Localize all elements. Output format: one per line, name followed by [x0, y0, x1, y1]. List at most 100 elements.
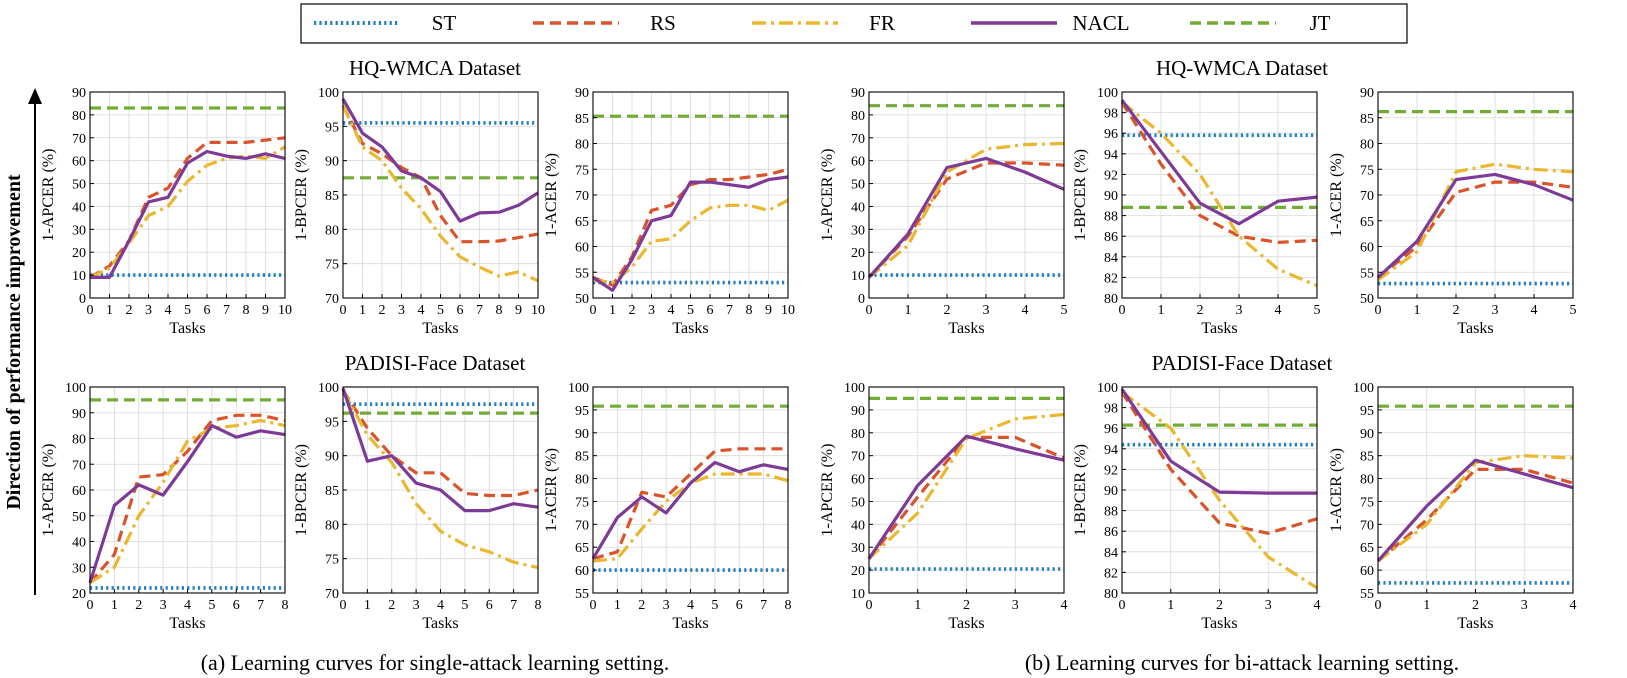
panel-title-a-top: HQ-WMCA Dataset [349, 56, 521, 80]
x-tick-label: 5 [1061, 303, 1068, 318]
series-line-fr [592, 472, 789, 563]
x-tick-label: 2 [1197, 303, 1204, 318]
series-line-nacl [88, 424, 286, 584]
y-tick-label: 40 [72, 200, 86, 215]
x-tick-label: 3 [1492, 303, 1499, 318]
x-tick-label: 8 [243, 303, 250, 318]
series-line-nacl [867, 156, 1065, 279]
y-tick-label: 85 [1360, 112, 1374, 127]
x-tick-label: 5 [1570, 303, 1577, 318]
y-tick-label: 100 [844, 381, 865, 396]
x-tick-label: 3 [1265, 598, 1272, 613]
y-tick-label: 100 [318, 86, 339, 101]
y-tick-label: 90 [851, 404, 865, 419]
caption-b: (b) Learning curves for bi-attack learni… [1025, 650, 1459, 675]
x-tick-label: 0 [340, 598, 347, 613]
x-tick-label: 4 [1531, 303, 1538, 318]
x-tick-label: 2 [963, 598, 970, 613]
chart-a-1-0: 0 1 2 3 4 5 6 7 8 20 30 40 50 60 70 80 90 100 Tasks 1-APCER… [40, 381, 289, 632]
y-tick-label: 100 [318, 381, 339, 396]
series-line-rs [867, 161, 1065, 279]
caption-a: (a) Learning curves for single-attack le… [201, 650, 670, 675]
x-tick-label: 7 [760, 598, 767, 613]
y-tick-label: 80 [575, 138, 589, 153]
x-tick-label: 8 [496, 303, 503, 318]
y-tick-label: 65 [1360, 215, 1374, 230]
y-tick-label: 10 [851, 269, 865, 284]
x-tick-label: 4 [1061, 598, 1068, 613]
y-tick-label: 90 [325, 450, 339, 465]
y-tick-label: 94 [1104, 443, 1118, 458]
y-tick-label: 80 [1104, 292, 1118, 307]
x-tick-label: 8 [282, 598, 289, 613]
x-tick-label: 5 [687, 303, 694, 318]
series-line-rs [88, 413, 286, 584]
y-tick-label: 92 [1104, 168, 1118, 183]
x-tick-label: 0 [340, 303, 347, 318]
y-axis-label: 1-ACER (%) [543, 153, 560, 237]
y-tick-label: 84 [1104, 251, 1118, 266]
x-axis-label: Tasks [1457, 615, 1493, 632]
y-tick-label: 84 [1104, 546, 1118, 561]
panel-title-b-top: HQ-WMCA Dataset [1156, 56, 1328, 80]
y-tick-label: 100 [65, 381, 86, 396]
series-line-rs [1120, 101, 1318, 244]
x-axis-label: Tasks [169, 615, 205, 632]
x-tick-label: 5 [437, 303, 444, 318]
x-tick-label: 6 [204, 303, 211, 318]
y-tick-label: 60 [575, 564, 589, 579]
x-tick-label: 0 [87, 303, 94, 318]
series-line-nacl [592, 175, 789, 292]
y-tick-label: 70 [72, 458, 86, 473]
y-tick-label: 55 [1360, 266, 1374, 281]
y-tick-label: 20 [72, 587, 86, 602]
y-tick-label: 75 [325, 258, 339, 273]
x-tick-label: 4 [418, 303, 425, 318]
y-tick-label: 40 [72, 536, 86, 551]
y-tick-label: 30 [72, 223, 86, 238]
x-tick-label: 2 [388, 598, 395, 613]
y-tick-label: 90 [1360, 427, 1374, 442]
y-tick-label: 95 [325, 120, 339, 135]
x-tick-label: 5 [184, 303, 191, 318]
y-tick-label: 96 [1104, 422, 1118, 437]
y-tick-label: 80 [851, 109, 865, 124]
x-axis-label: Tasks [422, 320, 458, 337]
x-tick-label: 4 [1275, 303, 1282, 318]
y-tick-label: 100 [1353, 381, 1374, 396]
x-tick-label: 3 [648, 303, 655, 318]
x-tick-label: 1 [1423, 598, 1430, 613]
x-tick-label: 7 [510, 598, 517, 613]
x-axis-label: Tasks [169, 320, 205, 337]
y-tick-label: 70 [325, 587, 339, 602]
y-axis-label: 1-ACER (%) [1328, 153, 1345, 237]
x-tick-label: 1 [914, 598, 921, 613]
x-tick-label: 0 [590, 303, 597, 318]
chart-a-0-0: 0 1 2 3 4 5 6 7 8 9 100102030405060708090Tasks1-AP… [40, 86, 292, 337]
x-tick-label: 0 [866, 598, 873, 613]
y-tick-label: 96 [1104, 127, 1118, 142]
series-line-fr [1121, 390, 1318, 590]
direction-label: Direction of performance improvement [3, 174, 25, 510]
y-tick-label: 65 [1360, 541, 1374, 556]
x-axis-label: Tasks [672, 320, 708, 337]
y-tick-label: 55 [575, 587, 589, 602]
x-axis-label: Tasks [948, 615, 984, 632]
x-tick-label: 1 [1158, 303, 1165, 318]
x-tick-label: 10 [278, 303, 292, 318]
x-axis-label: Tasks [422, 615, 458, 632]
y-tick-label: 75 [1360, 495, 1374, 510]
y-tick-label: 20 [72, 246, 86, 261]
x-tick-label: 6 [457, 303, 464, 318]
series-line-fr [1377, 454, 1574, 563]
x-tick-label: 7 [476, 303, 483, 318]
y-tick-label: 86 [1104, 525, 1118, 540]
y-tick-label: 85 [325, 484, 339, 499]
x-tick-label: 1 [905, 303, 912, 318]
x-tick-label: 10 [531, 303, 545, 318]
x-tick-label: 6 [233, 598, 240, 613]
y-tick-label: 50 [1360, 292, 1374, 307]
y-tick-label: 94 [1104, 148, 1118, 163]
legend-label-rs: RS [650, 11, 676, 35]
series-line-nacl [1376, 458, 1574, 563]
